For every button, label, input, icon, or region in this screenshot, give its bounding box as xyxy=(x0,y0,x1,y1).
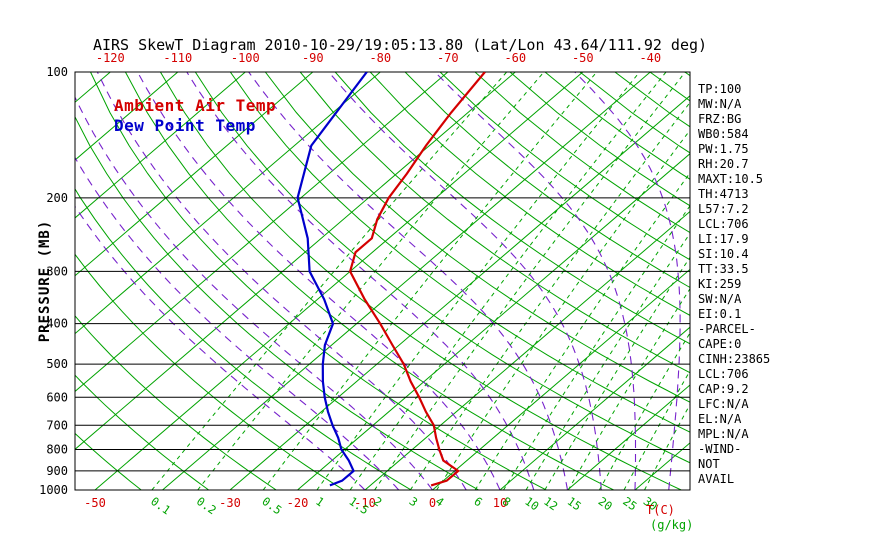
top-axis-temp-label: -100 xyxy=(231,51,260,65)
bottom-axis-temp-label: -50 xyxy=(84,496,106,510)
stats-item: CINH:23865 xyxy=(698,352,771,366)
stats-item: MAXT:10.5 xyxy=(698,172,764,186)
bottom-axis-temp-label: 0 xyxy=(429,496,436,510)
mixing-ratio-label: 3 xyxy=(407,494,421,509)
bottom-axis-temp-label: -10 xyxy=(354,496,376,510)
stats-item: EL:N/A xyxy=(698,412,742,426)
top-axis-temp-label: -60 xyxy=(504,51,526,65)
mixing-ratio-label: 0.1 xyxy=(148,494,173,517)
mixing-ratio-label: 15 xyxy=(565,494,584,513)
moist-adiabat-lines xyxy=(75,72,681,490)
stats-item: CAPE:0 xyxy=(698,337,742,351)
mixing-ratio-label: 6 xyxy=(471,494,485,509)
stats-item: LCL:706 xyxy=(698,217,749,231)
bottom-axis-temp-label: -30 xyxy=(219,496,241,510)
stats-item: CAP:9.2 xyxy=(698,382,749,396)
top-axis-temp-label: -110 xyxy=(163,51,192,65)
mixing-ratio-label: 25 xyxy=(620,494,639,513)
stats-item: NOT xyxy=(698,457,720,471)
top-axis-temp-label: -80 xyxy=(369,51,391,65)
ambient-temp-curve xyxy=(348,72,486,487)
stats-panel: TP:100 MW:N/A FRZ:BG WB0:584 PW:1.75 RH:20.7 M… xyxy=(698,82,770,487)
stats-item: FRZ:BG xyxy=(698,112,742,126)
stats-item: EI:0.1 xyxy=(698,307,742,321)
bottom-axis-temp-label: 10 xyxy=(493,496,507,510)
stats-item: AVAIL xyxy=(698,472,735,486)
legend-dew-point-temp: Dew Point Temp xyxy=(114,116,256,135)
pressure-tick-label: 100 xyxy=(46,65,68,79)
dry-adiabat-lines xyxy=(75,72,690,490)
mixing-ratio-label: 1 xyxy=(313,494,327,509)
temp-axis-unit-label: T(C) xyxy=(646,503,675,517)
mixing-ratio-label: 0.2 xyxy=(194,494,219,517)
pressure-tick-label: 900 xyxy=(46,464,68,478)
stats-item: MPL:N/A xyxy=(698,427,749,441)
pressure-tick-label: 700 xyxy=(46,418,68,432)
dew-point-curve xyxy=(296,72,368,487)
chart-title: AIRS SkewT Diagram 2010-10-29/19:05:13.8… xyxy=(92,36,708,54)
bottom-axis-temp-label: -20 xyxy=(287,496,309,510)
pressure-tick-label: 800 xyxy=(46,442,68,456)
top-axis-temp-label: -70 xyxy=(437,51,459,65)
mixing-ratio-label: 10 xyxy=(522,494,541,513)
legend-ambient-air-temp: Ambient Air Temp xyxy=(114,96,277,115)
mixing-ratio-label: 30 xyxy=(641,494,660,513)
stats-item: PW:1.75 xyxy=(698,142,749,156)
pressure-tick-label: 300 xyxy=(46,264,68,278)
top-axis-temp-label: -50 xyxy=(572,51,594,65)
stats-item: TH:4713 xyxy=(698,187,749,201)
top-axis-temp-label: -90 xyxy=(302,51,324,65)
pressure-tick-label: 600 xyxy=(46,390,68,404)
pressure-tick-label: 1000 xyxy=(39,483,68,497)
stats-item: TP:100 xyxy=(698,82,742,96)
mixing-ratio-label: 12 xyxy=(541,494,560,513)
stats-item: -WIND- xyxy=(698,442,742,456)
pressure-tick-label: 200 xyxy=(46,191,68,205)
stats-item: LCL:706 xyxy=(698,367,749,381)
mixing-ratio-label: 0.5 xyxy=(259,494,284,517)
stats-item: TT:33.5 xyxy=(698,262,749,276)
stats-item: L57:7.2 xyxy=(698,202,749,216)
isotherm-lines xyxy=(75,72,690,490)
mixing-axis-unit-label: (g/kg) xyxy=(650,518,693,532)
stats-item: LFC:N/A xyxy=(698,397,749,411)
top-axis-temp-label: -120 xyxy=(96,51,125,65)
stats-item: SW:N/A xyxy=(698,292,742,306)
stats-item: LI:17.9 xyxy=(698,232,749,246)
pressure-tick-label: 500 xyxy=(46,357,68,371)
mixing-ratio-label: 20 xyxy=(596,494,615,513)
stats-item: WB0:584 xyxy=(698,127,749,141)
stats-item: RH:20.7 xyxy=(698,157,749,171)
pressure-axis-label: PRESSURE (MB) xyxy=(37,219,53,343)
pressure-tick-label: 400 xyxy=(46,317,68,331)
stats-item: SI:10.4 xyxy=(698,247,749,261)
stats-item: MW:N/A xyxy=(698,97,742,111)
stats-item: KI:259 xyxy=(698,277,742,291)
top-axis-temp-label: -40 xyxy=(639,51,661,65)
plot-frame xyxy=(74,71,691,491)
mixing-ratio-lines xyxy=(151,72,690,490)
stats-item: -PARCEL- xyxy=(698,322,756,336)
